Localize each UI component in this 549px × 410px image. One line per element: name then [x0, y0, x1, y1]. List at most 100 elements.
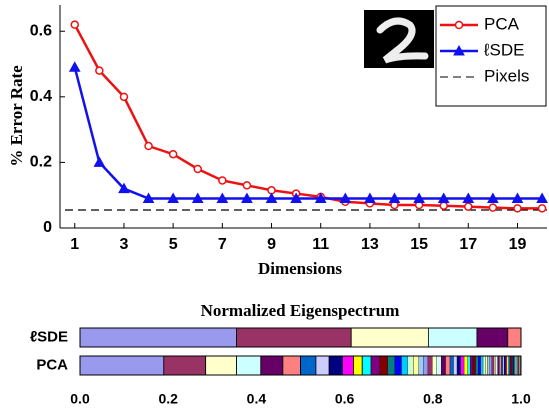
segment: [445, 355, 451, 376]
segment: [418, 355, 424, 376]
segment: [467, 355, 471, 376]
point: [167, 192, 179, 203]
segment: [387, 355, 396, 376]
point: [93, 156, 106, 167]
x-tick-label: 0.0: [70, 391, 90, 407]
segment: [370, 355, 381, 376]
segment: [478, 355, 482, 376]
segment: [497, 355, 500, 376]
point: [68, 61, 81, 72]
legend-label: ℓSDE: [483, 40, 524, 59]
point: [118, 182, 130, 194]
point: [314, 192, 327, 203]
segment: [495, 355, 498, 376]
segment: [449, 355, 454, 376]
point: [413, 192, 425, 203]
segment: [394, 355, 402, 376]
segment: [205, 355, 237, 376]
point: [511, 192, 524, 203]
x-tick-label: 13: [361, 236, 379, 253]
x-tick-label: 9: [267, 236, 276, 253]
point: [536, 192, 548, 203]
segment: [472, 355, 476, 376]
segment: [509, 355, 512, 376]
segment: [436, 355, 442, 376]
x-tick-label: 1: [70, 236, 79, 253]
segment: [379, 355, 388, 376]
point: [241, 192, 253, 203]
segment: [463, 355, 468, 376]
segment: [493, 355, 497, 376]
segment: [79, 327, 237, 348]
segment: [460, 355, 465, 376]
point: [488, 203, 498, 212]
y-tick-label: 0.4: [30, 88, 52, 105]
segment: [236, 355, 262, 376]
segment: [507, 327, 522, 348]
segment: [353, 355, 363, 376]
x-tick-label: 11: [312, 236, 329, 253]
segment: [282, 355, 301, 376]
point: [439, 201, 448, 210]
point: [191, 192, 204, 203]
segment: [485, 355, 488, 376]
segment: [79, 355, 165, 376]
x-tick-label: 5: [169, 236, 178, 253]
segment: [427, 327, 478, 348]
point: [388, 192, 401, 203]
segment: [361, 355, 372, 376]
segment: [236, 327, 352, 348]
segment: [163, 355, 207, 376]
segment: [341, 355, 354, 376]
point: [364, 192, 376, 203]
point: [462, 192, 475, 203]
point: [119, 92, 129, 102]
point: [144, 141, 153, 151]
point: [216, 192, 229, 203]
category-label: PCA: [36, 356, 68, 373]
legend-label: Pixels: [484, 66, 529, 85]
y-tick-label: 0: [43, 219, 52, 236]
x-tick-label: 1.0: [511, 391, 531, 407]
segment: [508, 355, 510, 376]
point: [95, 66, 104, 75]
segment: [350, 327, 429, 348]
segment: [499, 355, 502, 376]
legend-marker: [454, 20, 464, 30]
x-axis-label: Dimensions: [258, 259, 342, 278]
x-tick-label: 0.8: [423, 391, 443, 407]
point: [70, 20, 80, 29]
x-tick-label: 7: [218, 236, 227, 253]
bar-frame: [79, 327, 522, 348]
segment: [432, 355, 437, 376]
point: [168, 149, 178, 159]
y-axis-label: % Error Rate: [7, 65, 26, 167]
legend-label: PCA: [484, 14, 520, 33]
segment: [475, 355, 479, 376]
segment: [510, 355, 513, 376]
segment: [453, 355, 458, 376]
segment: [506, 355, 509, 376]
x-tick-label: 0.2: [158, 391, 178, 407]
y-tick-label: 0.2: [30, 154, 52, 171]
segment: [501, 355, 504, 376]
point: [537, 204, 547, 213]
segment: [491, 355, 495, 376]
segment: [476, 327, 509, 348]
point: [437, 192, 450, 203]
segment: [470, 355, 474, 376]
x-tick-label: 19: [509, 236, 527, 253]
point: [142, 192, 155, 203]
segment: [441, 355, 446, 376]
segment: [328, 355, 343, 376]
segment: [482, 355, 486, 376]
point: [242, 181, 252, 190]
x-tick-label: 3: [119, 236, 128, 253]
segment: [427, 355, 433, 376]
x-tick-label: 0.4: [247, 391, 267, 407]
bar-frame: [79, 355, 522, 376]
point: [265, 192, 278, 203]
segment: [260, 355, 284, 376]
point: [218, 176, 227, 185]
